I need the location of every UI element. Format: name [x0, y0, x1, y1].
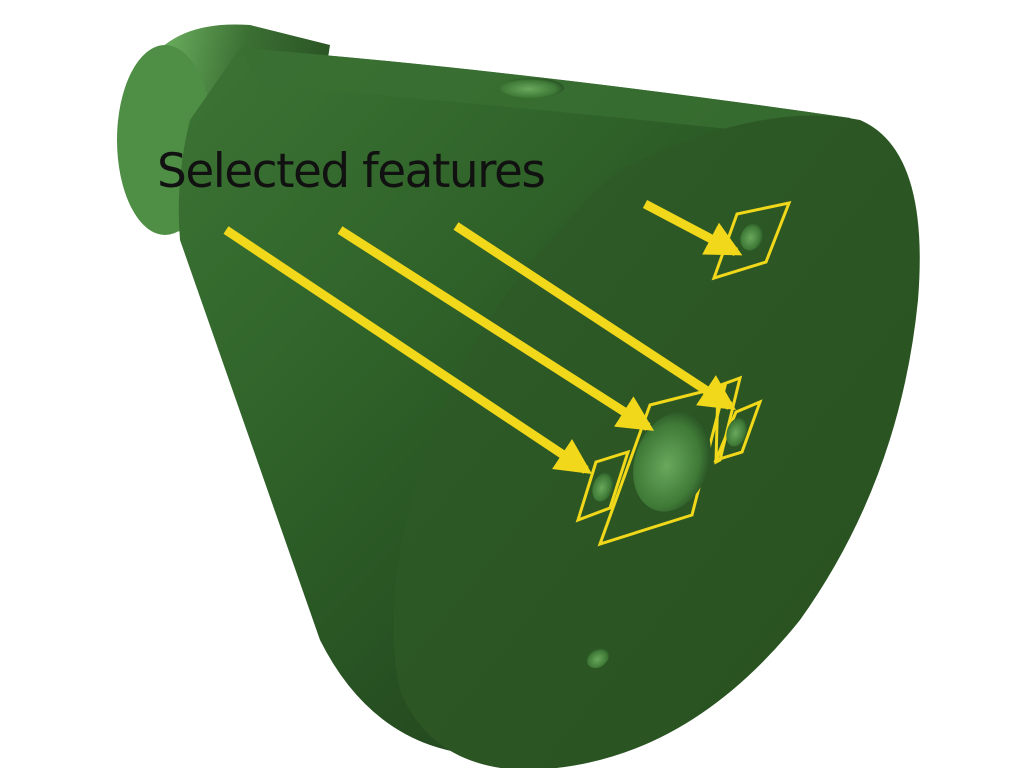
- arrow-to-right-small: [453, 222, 737, 410]
- bottom-hole: [586, 647, 610, 669]
- feature-top-right: [711, 200, 792, 281]
- feature-left-small: [575, 449, 631, 523]
- top-hole: [500, 78, 564, 98]
- selected-features-label: Selected features: [157, 144, 546, 199]
- callout-arrows: [223, 200, 743, 474]
- arrow-to-center-large: [337, 226, 655, 431]
- arrow-to-left-small: [223, 226, 592, 474]
- arrow-to-top-right: [642, 200, 743, 256]
